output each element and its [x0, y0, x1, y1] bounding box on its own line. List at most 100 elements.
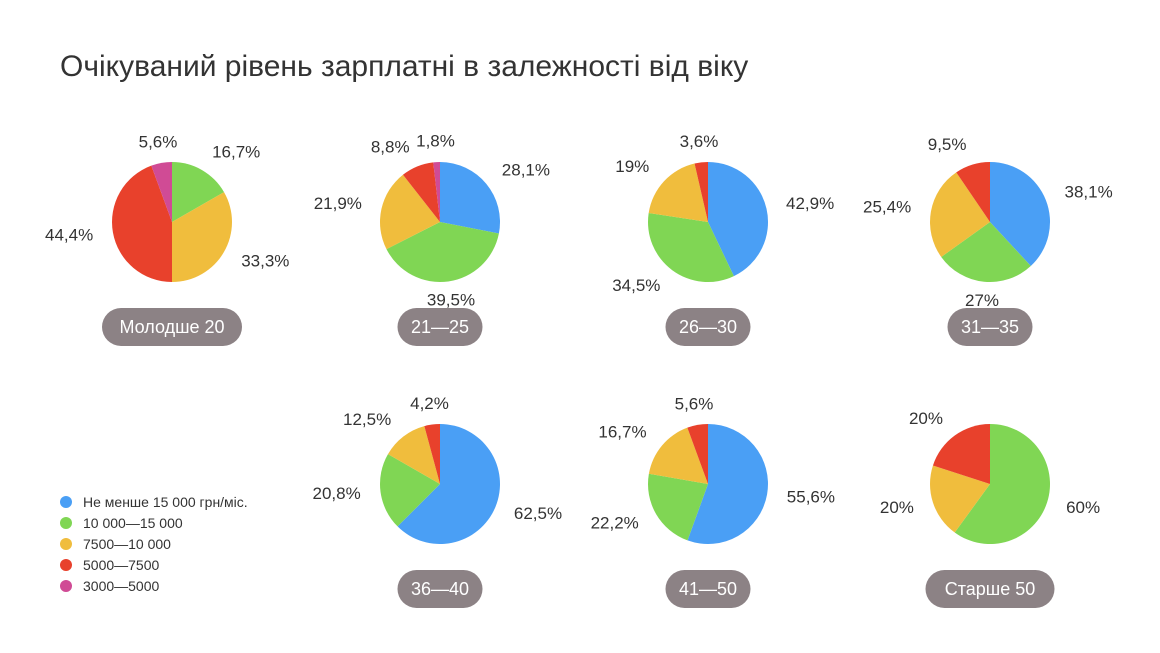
- slice-label: 12,5%: [343, 410, 391, 429]
- slice-label: 19%: [615, 157, 649, 176]
- slice-label: 27%: [965, 291, 999, 310]
- slice-label: 16,7%: [598, 422, 646, 441]
- pie-slice: [172, 162, 225, 222]
- legend-item: Не менше 15 000 грн/міс.: [60, 491, 248, 512]
- pie-chart: 28,1% 39,5% 21,9% 8,8% 1,8% 21—25: [314, 132, 550, 346]
- slice-label: 20%: [909, 409, 943, 428]
- legend-dot-icon: [60, 558, 72, 571]
- slice-label: 25,4%: [863, 197, 911, 216]
- pie-slice: [402, 162, 440, 222]
- slice-label: 34,5%: [612, 276, 660, 295]
- pie-slice: [648, 163, 708, 222]
- pie-slice: [386, 222, 499, 283]
- age-group-pill: Молодше 20: [102, 308, 242, 346]
- slice-label: 4,2%: [410, 394, 449, 413]
- legend-label: 3000—5000: [83, 577, 160, 594]
- pie-slice: [687, 424, 708, 484]
- slice-label: 22,2%: [591, 514, 639, 533]
- slice-label: 3,6%: [680, 132, 719, 151]
- pie-slice: [930, 465, 990, 533]
- pie-slice: [424, 424, 440, 484]
- pill-label: 41—50: [679, 579, 737, 599]
- slice-label: 28,1%: [502, 161, 550, 180]
- slice-label: 55,6%: [787, 487, 835, 506]
- pill-background: [665, 570, 751, 608]
- slice-label: 39,5%: [427, 291, 475, 310]
- legend-dot-icon: [60, 495, 72, 508]
- pie-slice: [440, 162, 501, 234]
- pill-label: Старше 50: [945, 579, 1036, 599]
- legend-label: Не менше 15 000 грн/міс.: [83, 493, 248, 510]
- pie-slice: [648, 427, 708, 484]
- pie-slice: [954, 424, 1050, 544]
- slice-label: 42,9%: [786, 194, 834, 213]
- age-group-pill: 31—35: [947, 308, 1033, 346]
- pie-slice: [397, 424, 500, 544]
- pie-slice: [930, 172, 990, 257]
- pill-label: 31—35: [961, 317, 1019, 337]
- slice-label: 1,8%: [416, 132, 455, 151]
- legend: Не менше 15 000 грн/міс. 10 000—15 000 7…: [60, 491, 248, 596]
- legend-label: 7500—10 000: [83, 535, 171, 552]
- pie-chart: 38,1% 27% 25,4% 9,5% 31—35: [863, 135, 1113, 346]
- legend-dot-icon: [60, 516, 72, 529]
- pill-background: [665, 308, 751, 346]
- pie-slice: [172, 192, 232, 282]
- age-group-pill: 21—25: [397, 308, 483, 346]
- slice-label: 38,1%: [1065, 182, 1113, 201]
- pie-slice: [956, 162, 990, 222]
- legend-label: 5000—7500: [83, 556, 160, 573]
- page-title: Очікуваний рівень зарплатні в залежності…: [60, 50, 749, 83]
- slice-label: 5,6%: [675, 395, 714, 414]
- pie-chart: 16,7% 33,3% 44,4% 5,6% Молодше 20: [45, 133, 289, 346]
- pie-slice: [932, 424, 990, 484]
- pie-slice: [387, 426, 440, 484]
- pie-slice: [990, 162, 1051, 266]
- legend-dot-icon: [60, 579, 72, 592]
- slice-label: 8,8%: [371, 137, 410, 156]
- pie-slice: [687, 424, 768, 544]
- pie-slice: [112, 165, 172, 282]
- age-group-pill: 36—40: [397, 570, 483, 608]
- slice-label: 44,4%: [45, 225, 93, 244]
- slice-label: 62,5%: [514, 504, 562, 523]
- pie-chart: 62,5% 20,8% 12,5% 4,2% 36—40: [312, 394, 562, 608]
- legend-item: 10 000—15 000: [60, 512, 248, 533]
- pill-background: [397, 570, 483, 608]
- legend-label: 10 000—15 000: [83, 514, 183, 531]
- pie-slice: [708, 162, 769, 277]
- legend-item: 5000—7500: [60, 554, 248, 575]
- slice-label: 21,9%: [314, 194, 362, 213]
- pie-slice: [647, 212, 734, 283]
- legend-dot-icon: [60, 537, 72, 550]
- age-group-pill: 41—50: [665, 570, 751, 608]
- pie-chart: 42,9% 34,5% 19% 3,6% 26—30: [612, 132, 834, 346]
- slice-label: 9,5%: [928, 135, 967, 154]
- pill-label: 26—30: [679, 317, 737, 337]
- slice-label: 16,7%: [212, 142, 260, 161]
- pie-slice: [380, 454, 440, 527]
- slice-label: 33,3%: [241, 252, 289, 271]
- pill-background: [102, 308, 242, 346]
- pill-background: [397, 308, 483, 346]
- slice-label: 20,8%: [312, 484, 360, 503]
- pill-background: [925, 570, 1055, 608]
- pill-label: 36—40: [411, 579, 469, 599]
- pill-background: [947, 308, 1033, 346]
- slice-label: 5,6%: [139, 133, 178, 152]
- pill-label: 21—25: [411, 317, 469, 337]
- pie-slice: [151, 162, 172, 222]
- pie-slice: [694, 162, 708, 222]
- legend-item: 3000—5000: [60, 575, 248, 596]
- pie-chart: 60% 20% 20% Старше 50: [880, 409, 1100, 608]
- pill-label: Молодше 20: [119, 317, 224, 337]
- pie-chart: 55,6% 22,2% 16,7% 5,6% 41—50: [591, 395, 835, 608]
- pie-slice: [941, 222, 1031, 283]
- age-group-pill: Старше 50: [925, 570, 1055, 608]
- legend-item: 7500—10 000: [60, 533, 248, 554]
- pie-slice: [648, 473, 708, 541]
- pie-slice: [379, 174, 440, 250]
- slice-label: 20%: [880, 498, 914, 517]
- age-group-pill: 26—30: [665, 308, 751, 346]
